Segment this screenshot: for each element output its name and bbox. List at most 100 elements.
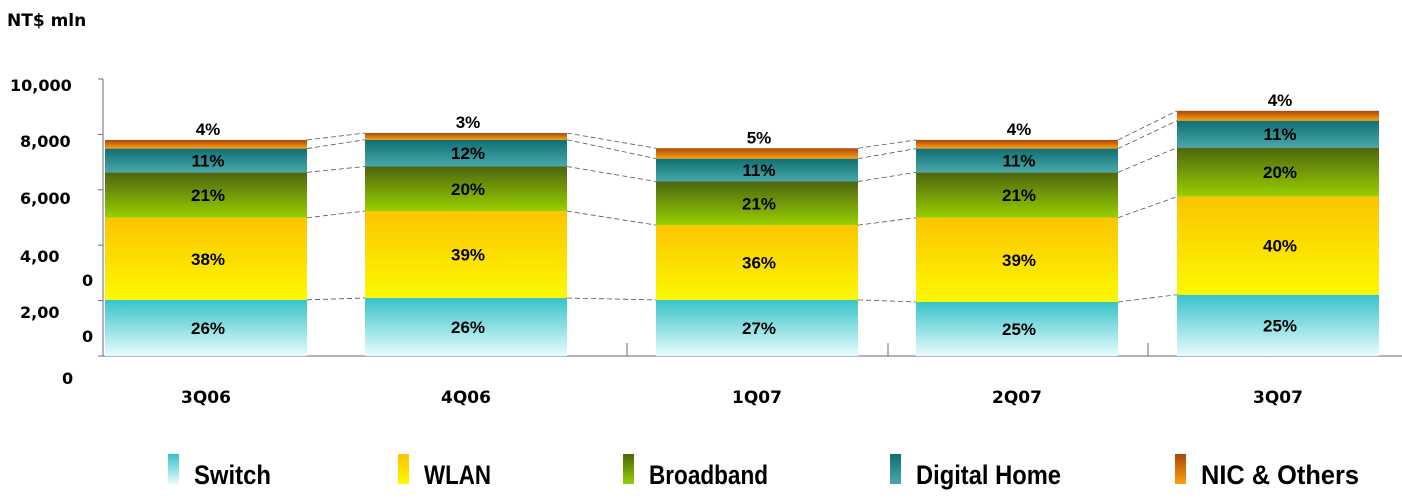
legend-label-nic-and-others: NIC & Others xyxy=(1201,460,1359,490)
data-label-wlan-1q07: 36% xyxy=(742,254,776,273)
bar-segment-nic-and-others-1q07 xyxy=(656,148,858,159)
data-label-broadband-3q06: 21% xyxy=(191,186,225,205)
legend-item-wlan: WLAN xyxy=(398,454,491,490)
bar-segment-broadband-2q07 xyxy=(916,172,1118,218)
connector-line xyxy=(1117,294,1178,303)
connector-line xyxy=(566,210,657,226)
legend-item-switch: Switch xyxy=(168,454,271,490)
data-label-digital-home-4q06: 12% xyxy=(451,144,485,163)
y-tick-label: 4,000 xyxy=(20,247,93,290)
bar-segment-nic-and-others-2q07 xyxy=(916,139,1118,149)
connector-line xyxy=(306,210,366,219)
bar-segment-wlan-3q06 xyxy=(105,217,307,300)
legend-swatch-digital-home xyxy=(890,454,901,484)
bar-segment-digital-home-3q07 xyxy=(1177,120,1379,148)
data-label-wlan-3q06: 38% xyxy=(191,250,225,269)
legend-swatch-wlan xyxy=(398,454,409,484)
bar-segment-digital-home-1q07 xyxy=(656,158,858,182)
connector-line xyxy=(1117,120,1178,149)
connector-line xyxy=(306,139,366,149)
bar-segment-switch-1q07 xyxy=(656,299,858,356)
bar-segment-switch-3q06 xyxy=(105,299,307,356)
bar-segment-nic-and-others-4q06 xyxy=(365,133,567,140)
data-label-nic-and-others-3q07: 4% xyxy=(1268,91,1293,110)
connector-line xyxy=(306,166,366,173)
bar-segment-broadband-1q07 xyxy=(656,181,858,226)
y-tick-labels: 10,000 8,000 6,000 4,000 2,000 0 xyxy=(10,76,93,388)
data-label-nic-and-others-2q07: 4% xyxy=(1007,120,1032,139)
data-label-nic-and-others-4q06: 3% xyxy=(456,113,481,132)
y-tick-label: 2,000 xyxy=(20,303,93,346)
data-label-nic-and-others-3q06: 4% xyxy=(196,120,221,139)
legend-swatch-switch xyxy=(168,454,179,484)
bar-segment-wlan-3q07 xyxy=(1177,196,1379,295)
x-tick-label-2q07: 2Q07 xyxy=(992,388,1042,408)
data-labels: 26% 38% 21% 11% 4% 26% 39% 20% 12% 3% 27% 36% 21% 11%… xyxy=(191,91,1297,339)
connector-line xyxy=(306,297,366,301)
y-tick-label: 8,000 xyxy=(20,132,71,151)
connector-line xyxy=(566,297,657,301)
bar-segment-nic-and-others-3q07 xyxy=(1177,110,1379,121)
data-label-wlan-3q07: 40% xyxy=(1263,237,1297,256)
legend-label-wlan: WLAN xyxy=(424,460,491,490)
connector-line xyxy=(566,139,657,160)
data-label-switch-4q06: 26% xyxy=(451,318,485,337)
connector-lines xyxy=(306,110,1178,303)
x-tick-label-1q07: 1Q07 xyxy=(732,388,782,408)
connector-line xyxy=(1117,196,1178,219)
connector-line xyxy=(857,148,917,160)
data-label-broadband-4q06: 20% xyxy=(451,180,485,199)
bar-segment-digital-home-4q06 xyxy=(365,139,567,167)
x-tick-labels: 3Q06 4Q06 1Q07 2Q07 3Q07 xyxy=(181,388,1303,408)
bar-segment-wlan-1q07 xyxy=(656,225,858,300)
bar-segment-digital-home-2q07 xyxy=(916,148,1118,173)
data-label-digital-home-1q07: 11% xyxy=(742,161,775,180)
bar-segment-broadband-3q07 xyxy=(1177,147,1379,197)
y-tick-label: 10,000 xyxy=(10,76,72,95)
data-label-nic-and-others-1q07: 5% xyxy=(747,128,772,147)
bar-segment-switch-2q07 xyxy=(916,301,1118,356)
data-label-digital-home-3q07: 11% xyxy=(1263,125,1296,144)
bar-segment-digital-home-3q06 xyxy=(105,148,307,173)
bars xyxy=(105,110,1379,356)
data-label-broadband-3q07: 20% xyxy=(1263,163,1297,182)
legend: Switch WLAN Broadband Digital Home NIC & Oth… xyxy=(168,454,1359,490)
connector-line xyxy=(857,299,917,303)
x-tick-label-3q06: 3Q06 xyxy=(181,388,231,408)
legend-label-switch: Switch xyxy=(194,460,271,490)
legend-item-nic-and-others: NIC & Others xyxy=(1175,454,1359,490)
connector-line xyxy=(306,132,366,141)
bar-segment-switch-3q07 xyxy=(1177,294,1379,356)
data-label-broadband-2q07: 21% xyxy=(1002,186,1036,205)
data-label-digital-home-3q06: 11% xyxy=(191,151,224,170)
connector-line xyxy=(1117,110,1178,141)
bar-segment-wlan-2q07 xyxy=(916,217,1118,302)
legend-swatch-broadband xyxy=(623,454,634,484)
data-label-switch-2q07: 25% xyxy=(1002,320,1036,339)
connector-line xyxy=(1117,147,1178,173)
legend-label-broadband: Broadband xyxy=(649,460,768,490)
data-label-wlan-2q07: 39% xyxy=(1002,251,1036,270)
connector-line xyxy=(857,171,917,182)
legend-label-digital-home: Digital Home xyxy=(916,460,1061,490)
y-axis-title: NT$ mln xyxy=(7,11,86,31)
data-label-switch-3q07: 25% xyxy=(1263,316,1297,335)
data-label-broadband-1q07: 21% xyxy=(742,194,776,213)
x-tick-label-3q07: 3Q07 xyxy=(1253,388,1303,408)
data-label-digital-home-2q07: 11% xyxy=(1002,151,1035,170)
bar-segment-switch-4q06 xyxy=(365,298,567,356)
connector-line xyxy=(566,132,657,149)
bar-segment-wlan-4q06 xyxy=(365,211,567,299)
data-label-switch-1q07: 27% xyxy=(742,319,776,338)
y-tick-label: 6,000 xyxy=(20,189,71,208)
y-tick-label: 0 xyxy=(62,369,73,388)
legend-swatch-nic-and-others xyxy=(1175,454,1186,484)
data-label-wlan-4q06: 39% xyxy=(451,246,485,265)
bar-segment-broadband-4q06 xyxy=(365,166,567,212)
bar-segment-nic-and-others-3q06 xyxy=(105,139,307,149)
legend-item-digital-home: Digital Home xyxy=(890,454,1061,490)
connector-line xyxy=(566,166,657,182)
x-tick-label-4q06: 4Q06 xyxy=(441,388,491,408)
bar-segment-broadband-3q06 xyxy=(105,172,307,218)
